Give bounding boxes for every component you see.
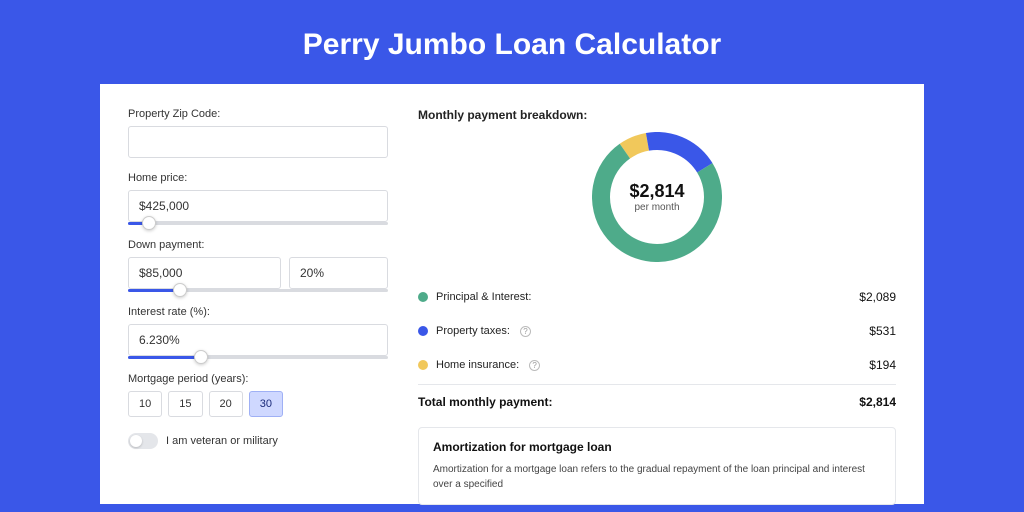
period-buttons: 1015 2030 <box>128 391 388 417</box>
slider-thumb[interactable] <box>194 350 208 364</box>
donut-center: $2,814 per month <box>592 132 722 262</box>
page-title: Perry Jumbo Loan Calculator <box>0 0 1024 84</box>
home-price-label: Home price: <box>128 172 388 184</box>
interest-rate-label: Interest rate (%): <box>128 306 388 318</box>
mortgage-period-label: Mortgage period (years): <box>128 373 388 385</box>
down-payment-pct-input[interactable] <box>289 257 388 289</box>
down-payment-slider[interactable] <box>128 289 388 292</box>
period-button-20[interactable]: 20 <box>209 391 243 417</box>
amortization-box: Amortization for mortgage loan Amortizat… <box>418 427 896 505</box>
donut-sub: per month <box>634 202 679 213</box>
amortization-title: Amortization for mortgage loan <box>433 440 881 454</box>
down-payment-label: Down payment: <box>128 239 388 251</box>
toggle-knob <box>130 435 142 447</box>
home-price-input[interactable] <box>128 190 388 222</box>
line-item-label: Home insurance: <box>436 359 519 371</box>
donut-amount: $2,814 <box>629 181 684 202</box>
slider-thumb[interactable] <box>142 216 156 230</box>
interest-rate-group: Interest rate (%): <box>128 306 388 359</box>
home-price-group: Home price: <box>128 172 388 225</box>
line-item-label: Property taxes: <box>436 325 510 337</box>
veteran-label: I am veteran or military <box>166 435 278 447</box>
line-item-value: $531 <box>869 324 896 338</box>
zip-label: Property Zip Code: <box>128 108 388 120</box>
legend-dot <box>418 292 428 302</box>
down-payment-group: Down payment: <box>128 239 388 292</box>
donut-chart: $2,814 per month <box>592 132 722 262</box>
total-value: $2,814 <box>859 395 896 409</box>
period-button-10[interactable]: 10 <box>128 391 162 417</box>
line-item-label: Principal & Interest: <box>436 291 531 303</box>
donut-chart-wrap: $2,814 per month <box>418 132 896 262</box>
veteran-row: I am veteran or military <box>128 433 388 449</box>
info-icon[interactable]: ? <box>529 360 540 371</box>
breakdown-column: Monthly payment breakdown: $2,814 per mo… <box>418 108 896 480</box>
total-row: Total monthly payment: $2,814 <box>418 384 896 409</box>
down-payment-input[interactable] <box>128 257 281 289</box>
card-shadow: Property Zip Code: Home price: Down paym… <box>100 84 924 504</box>
calculator-card: Property Zip Code: Home price: Down paym… <box>100 84 924 504</box>
inputs-column: Property Zip Code: Home price: Down paym… <box>128 108 388 480</box>
amortization-text: Amortization for a mortgage loan refers … <box>433 462 881 492</box>
line-item: Principal & Interest: $2,089 <box>418 280 896 314</box>
line-item-value: $2,089 <box>859 290 896 304</box>
mortgage-period-group: Mortgage period (years): 1015 2030 <box>128 373 388 417</box>
slider-thumb[interactable] <box>173 283 187 297</box>
line-item-value: $194 <box>869 358 896 372</box>
legend-dot <box>418 360 428 370</box>
interest-rate-input[interactable] <box>128 324 388 356</box>
interest-rate-slider[interactable] <box>128 356 388 359</box>
total-label: Total monthly payment: <box>418 395 552 409</box>
legend-dot <box>418 326 428 336</box>
zip-field-group: Property Zip Code: <box>128 108 388 158</box>
line-item: Property taxes:? $531 <box>418 314 896 348</box>
veteran-toggle[interactable] <box>128 433 158 449</box>
zip-input[interactable] <box>128 126 388 158</box>
breakdown-title: Monthly payment breakdown: <box>418 108 896 122</box>
line-items: Principal & Interest: $2,089 Property taxe… <box>418 280 896 382</box>
line-item: Home insurance:? $194 <box>418 348 896 382</box>
home-price-slider[interactable] <box>128 222 388 225</box>
period-button-30[interactable]: 30 <box>249 391 283 417</box>
info-icon[interactable]: ? <box>520 326 531 337</box>
period-button-15[interactable]: 15 <box>168 391 202 417</box>
